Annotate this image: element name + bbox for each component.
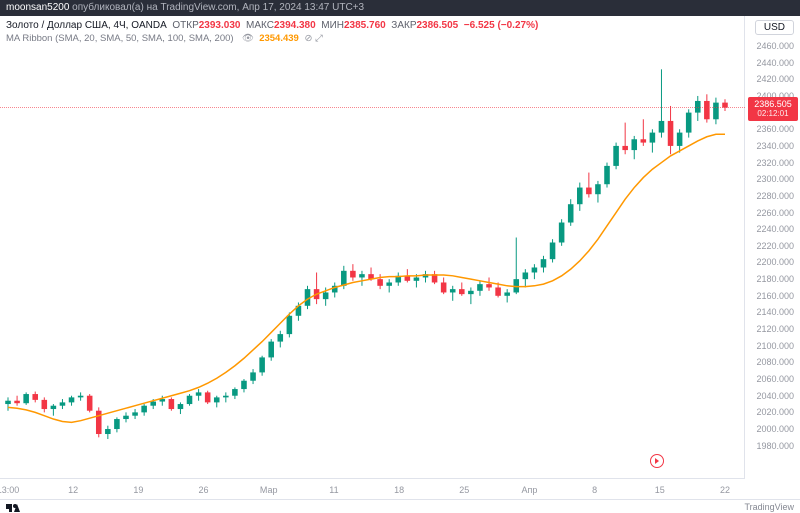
chart-container: { "attribution": { "user": "moonsan5200"… <box>0 0 800 513</box>
y-axis-label: 2000.000 <box>756 424 794 434</box>
x-axis-label: Апр <box>522 485 538 495</box>
x-axis-label: 15 <box>655 485 665 495</box>
x-axis-label: 25 <box>459 485 469 495</box>
y-axis-label: 2100.000 <box>756 341 794 351</box>
x-axis-label: 12 <box>68 485 78 495</box>
y-axis-label: 2340.000 <box>756 141 794 151</box>
y-axis-label: 2140.000 <box>756 307 794 317</box>
y-axis-label: 2200.000 <box>756 257 794 267</box>
x-axis-label: 8 <box>592 485 597 495</box>
y-axis-label: 2060.000 <box>756 374 794 384</box>
y-axis-label: 2120.000 <box>756 324 794 334</box>
x-axis-label: 19 <box>133 485 143 495</box>
y-axis-label: 2420.000 <box>756 74 794 84</box>
price-chart[interactable] <box>0 16 745 479</box>
replay-icon[interactable] <box>650 454 664 468</box>
y-axis-label: 2220.000 <box>756 241 794 251</box>
attribution-bar: moonsan5200 опубликовал(а) на TradingVie… <box>0 0 800 16</box>
price-label-value: 2386.505 <box>752 99 794 109</box>
y-axis-label: 2180.000 <box>756 274 794 284</box>
y-axis-label: 2440.000 <box>756 58 794 68</box>
footer-brand: TradingView <box>744 502 794 512</box>
y-axis-label: 2280.000 <box>756 191 794 201</box>
y-axis-label: 2080.000 <box>756 357 794 367</box>
y-axis-label: 2460.000 <box>756 41 794 51</box>
y-axis-label: 2240.000 <box>756 224 794 234</box>
attribution-site: TradingView.com <box>160 2 236 13</box>
attribution-published: опубликовал(а) на <box>72 2 158 13</box>
price-label-countdown: 02:12:01 <box>752 109 794 119</box>
x-axis-label: Мар <box>260 485 278 495</box>
y-axis-label: 2020.000 <box>756 407 794 417</box>
attribution-datetime: Апр 17, 2024 13:47 UTC+3 <box>242 2 364 13</box>
y-axis-label: 2160.000 <box>756 291 794 301</box>
currency-selector[interactable]: USD <box>755 20 794 35</box>
x-axis-label: 11 <box>329 485 338 495</box>
price-label[interactable]: 2386.50502:12:01 <box>748 97 798 121</box>
bottom-bar: TradingView <box>0 499 800 513</box>
last-price-line <box>0 107 745 108</box>
x-axis-label: 13:00 <box>0 485 19 495</box>
y-axis-label: 2320.000 <box>756 158 794 168</box>
attribution-user: moonsan5200 <box>6 2 69 13</box>
x-axis-label: 26 <box>199 485 209 495</box>
y-axis-label: 2260.000 <box>756 208 794 218</box>
attribution-left: moonsan5200 опубликовал(а) на TradingVie… <box>6 0 364 16</box>
y-axis-label: 2360.000 <box>756 124 794 134</box>
tradingview-logo-icon <box>6 502 20 512</box>
x-axis-label: 18 <box>394 485 404 495</box>
y-axis-label: 2300.000 <box>756 174 794 184</box>
y-axis-label: 2040.000 <box>756 391 794 401</box>
y-axis-label: 1980.000 <box>756 441 794 451</box>
x-axis-label: 22 <box>720 485 730 495</box>
